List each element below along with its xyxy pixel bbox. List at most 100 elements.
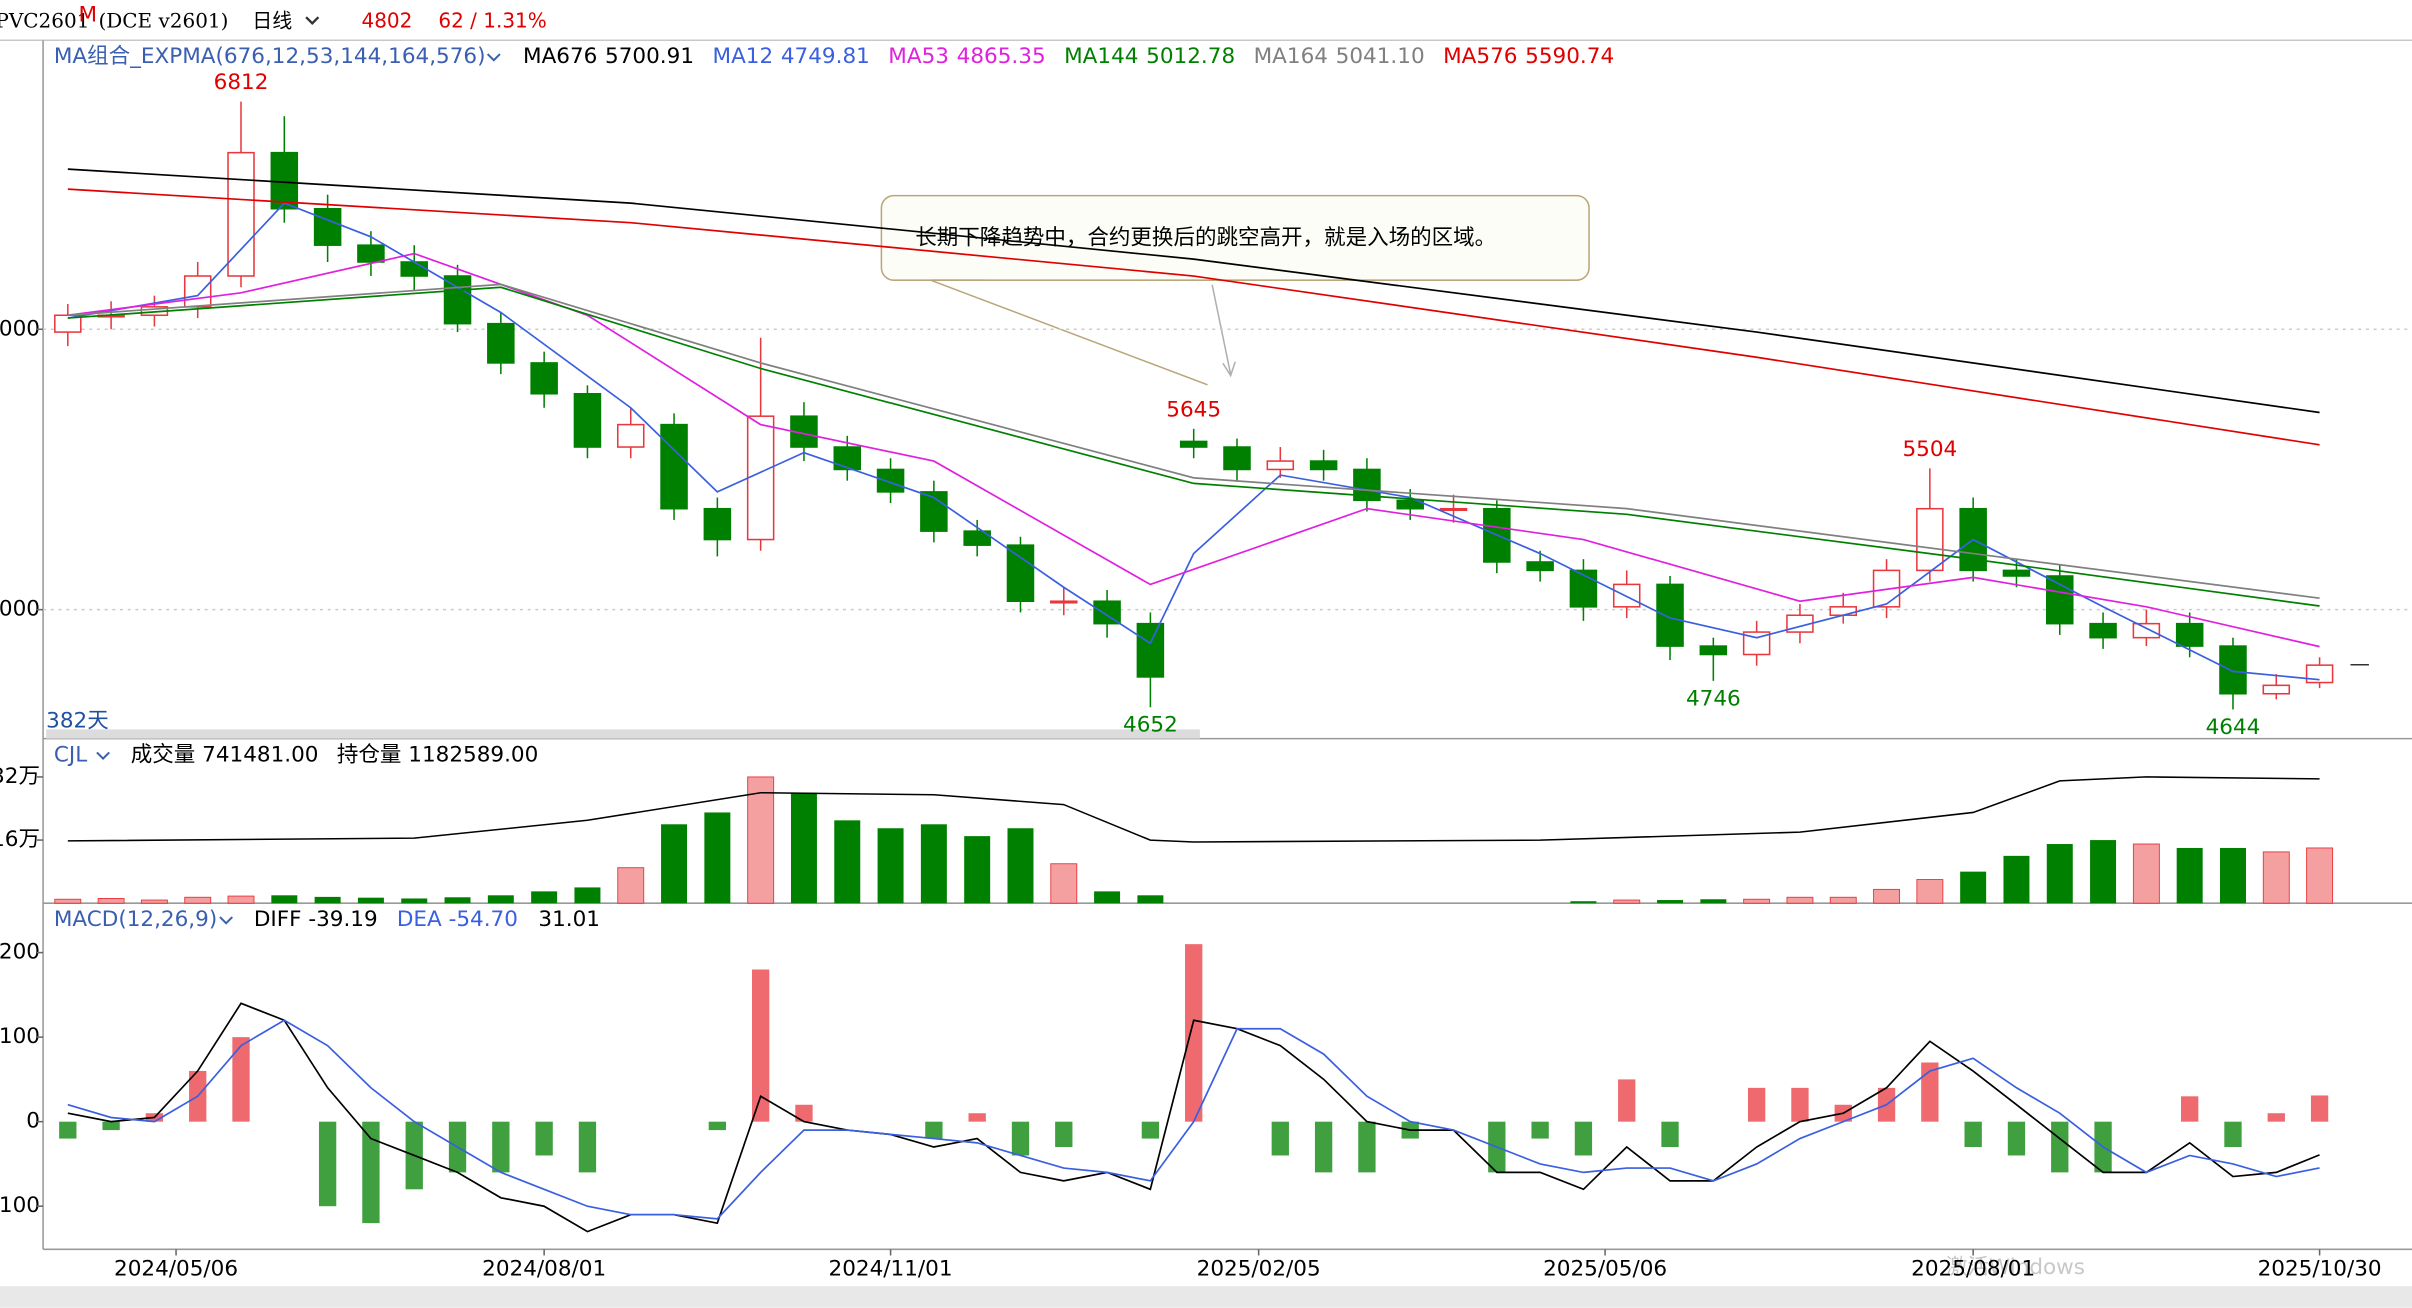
watermark: 激活Windows (1946, 1255, 2085, 1280)
y-tick-label: 6000 (0, 316, 40, 341)
volume-bar (1137, 895, 1164, 904)
candle-body (357, 244, 385, 263)
macd-hist-bar (1574, 1121, 1593, 1156)
volume-bar (1700, 899, 1727, 904)
dropdown-icon[interactable] (219, 916, 233, 925)
candle-body (660, 423, 688, 510)
volume-bar (1873, 888, 1901, 904)
macd-hist-bar (2224, 1121, 2242, 1148)
volume-bar (704, 812, 731, 904)
open-interest-value: 持仓量 1182589.00 (337, 743, 538, 768)
volume-bar (2262, 851, 2290, 904)
status-strip (0, 1286, 2412, 1308)
contract: (DCE v2601) (98, 8, 228, 32)
candle-body (54, 314, 82, 333)
macd-hist-bar (1964, 1121, 1982, 1148)
volume-bar (1094, 891, 1121, 904)
indicator-title[interactable]: MA组合_EXPMA(676,12,53,144,164,576) (54, 44, 486, 69)
volume-bar (184, 896, 212, 904)
candle-body (1309, 460, 1338, 471)
macd-hist-bar (2051, 1121, 2069, 1173)
macd-hist-bar (232, 1037, 250, 1122)
volume-bar (834, 820, 861, 904)
legend-name: MA576 (1443, 44, 1517, 69)
x-tick-label: 2024/05/06 (114, 1256, 238, 1281)
candle-body (2132, 622, 2161, 639)
low-label: 4644 (2206, 715, 2261, 740)
y-tick-label: 32万 (0, 764, 40, 789)
candle-body (1050, 600, 1078, 604)
macd-hist-bar (59, 1121, 77, 1139)
volume-bar (1960, 871, 1987, 904)
volume-title[interactable]: CJL (54, 743, 87, 768)
legend-value: 4749.81 (781, 44, 870, 69)
legend-name: MA164 (1254, 44, 1328, 69)
macd-hist-bar (1185, 944, 1203, 1122)
y-tick-label: 200 (0, 940, 40, 965)
candle-body (1179, 440, 1208, 448)
y-tick-label: 16万 (0, 827, 40, 852)
ma-line (67, 188, 2320, 446)
volume-bar (617, 867, 645, 904)
macd-hist-bar (2007, 1121, 2026, 1156)
volume-bar (1916, 879, 1944, 904)
volume-bar (661, 824, 688, 904)
volume-bar (1613, 899, 1641, 904)
dropdown-icon[interactable] (96, 751, 110, 761)
volume-bar (1743, 898, 1771, 904)
macd-title[interactable]: MACD(12,26,9) (54, 907, 217, 932)
volume-bar (357, 897, 384, 904)
macd-hist-bar (1618, 1079, 1636, 1122)
volume-bar (2090, 840, 2117, 904)
candle-body (487, 322, 515, 364)
candle-body (1223, 446, 1251, 471)
macd-hist-bar (1055, 1121, 1073, 1148)
volume-bar (401, 898, 428, 904)
macd-hist-bar (751, 969, 770, 1122)
candle-body (1526, 561, 1554, 572)
volume-bar (97, 898, 125, 904)
dea-value: DEA -54.70 (397, 907, 518, 932)
volume-bar (140, 899, 168, 904)
volume-bar (1050, 863, 1078, 904)
candle-body (1006, 544, 1035, 602)
volume-bar (2132, 843, 2160, 904)
x-tick-label: 2025/05/06 (1543, 1256, 1667, 1281)
macd-hist-bar (708, 1121, 727, 1131)
ma-line (67, 252, 2320, 648)
candle-body (2089, 622, 2117, 639)
macd-hist-bar (1531, 1121, 1549, 1139)
volume-bar (2306, 847, 2334, 904)
macd-hist-bar (102, 1121, 120, 1131)
legend-name: MA53 (888, 44, 949, 69)
candle-body (1136, 622, 1165, 678)
dropdown-icon[interactable] (305, 16, 320, 25)
candle-body (1829, 606, 1858, 617)
macd-hist-bar (1314, 1121, 1333, 1173)
volume-bar (54, 898, 82, 904)
diff-value: DIFF -39.19 (254, 907, 378, 932)
candle-body (227, 151, 255, 277)
macd-hist-bar (578, 1121, 597, 1173)
price-change: 62 / 1.31% (438, 8, 546, 32)
volume-bar (271, 895, 298, 904)
symbol-flag: M (78, 3, 97, 28)
legend-value: 5590.74 (1525, 44, 1614, 69)
dropdown-icon[interactable] (486, 53, 501, 62)
legend-value: 5041.10 (1336, 44, 1425, 69)
volume-bar (227, 895, 255, 904)
candle-body (1093, 600, 1121, 625)
legend-name: MA12 (713, 44, 774, 69)
ma-line (67, 168, 2320, 414)
period-selector[interactable]: 日线 (252, 8, 292, 32)
candle-body (400, 261, 428, 277)
candle-body (1742, 631, 1771, 656)
macd-hist-bar (318, 1121, 337, 1207)
macd-hist-bar (1747, 1087, 1766, 1122)
candle-body (1569, 569, 1598, 608)
candle-body (2262, 684, 2291, 695)
candle-body (2046, 575, 2074, 625)
volume-bar (790, 792, 817, 904)
callout-text: 长期下降趋势中，合约更换后的跳空高开，就是入场的区域。 (915, 226, 1496, 251)
volume-bar (444, 897, 471, 904)
